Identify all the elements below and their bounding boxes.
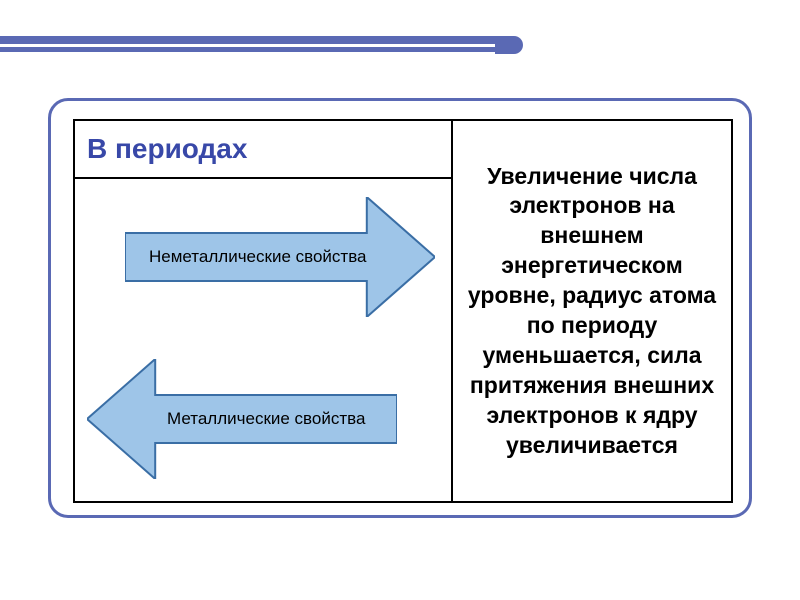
- header-rule-bar-thick: [0, 36, 495, 44]
- right-column-text: Увеличение числа электронов на внешнем э…: [463, 162, 721, 461]
- table-right-column: Увеличение числа электронов на внешнем э…: [453, 121, 731, 501]
- header-rule-cap: [495, 36, 523, 54]
- table-left-column: В периодах Неметаллические свойства Мета…: [75, 121, 453, 501]
- content-table: В периодах Неметаллические свойства Мета…: [73, 119, 733, 503]
- content-card: В периодах Неметаллические свойства Мета…: [48, 98, 752, 518]
- arrow-metallic-label: Металлические свойства: [167, 409, 365, 429]
- header-rule: [0, 36, 495, 54]
- arrow-nonmetallic: Неметаллические свойства: [125, 197, 435, 317]
- arrow-area: Неметаллические свойства Металлические с…: [75, 179, 451, 503]
- left-header-cell: В периодах: [75, 121, 451, 179]
- arrow-metallic: Металлические свойства: [87, 359, 397, 479]
- arrow-nonmetallic-label: Неметаллические свойства: [149, 247, 367, 267]
- left-header-text: В периодах: [87, 133, 247, 165]
- header-rule-bar-thin: [0, 47, 495, 52]
